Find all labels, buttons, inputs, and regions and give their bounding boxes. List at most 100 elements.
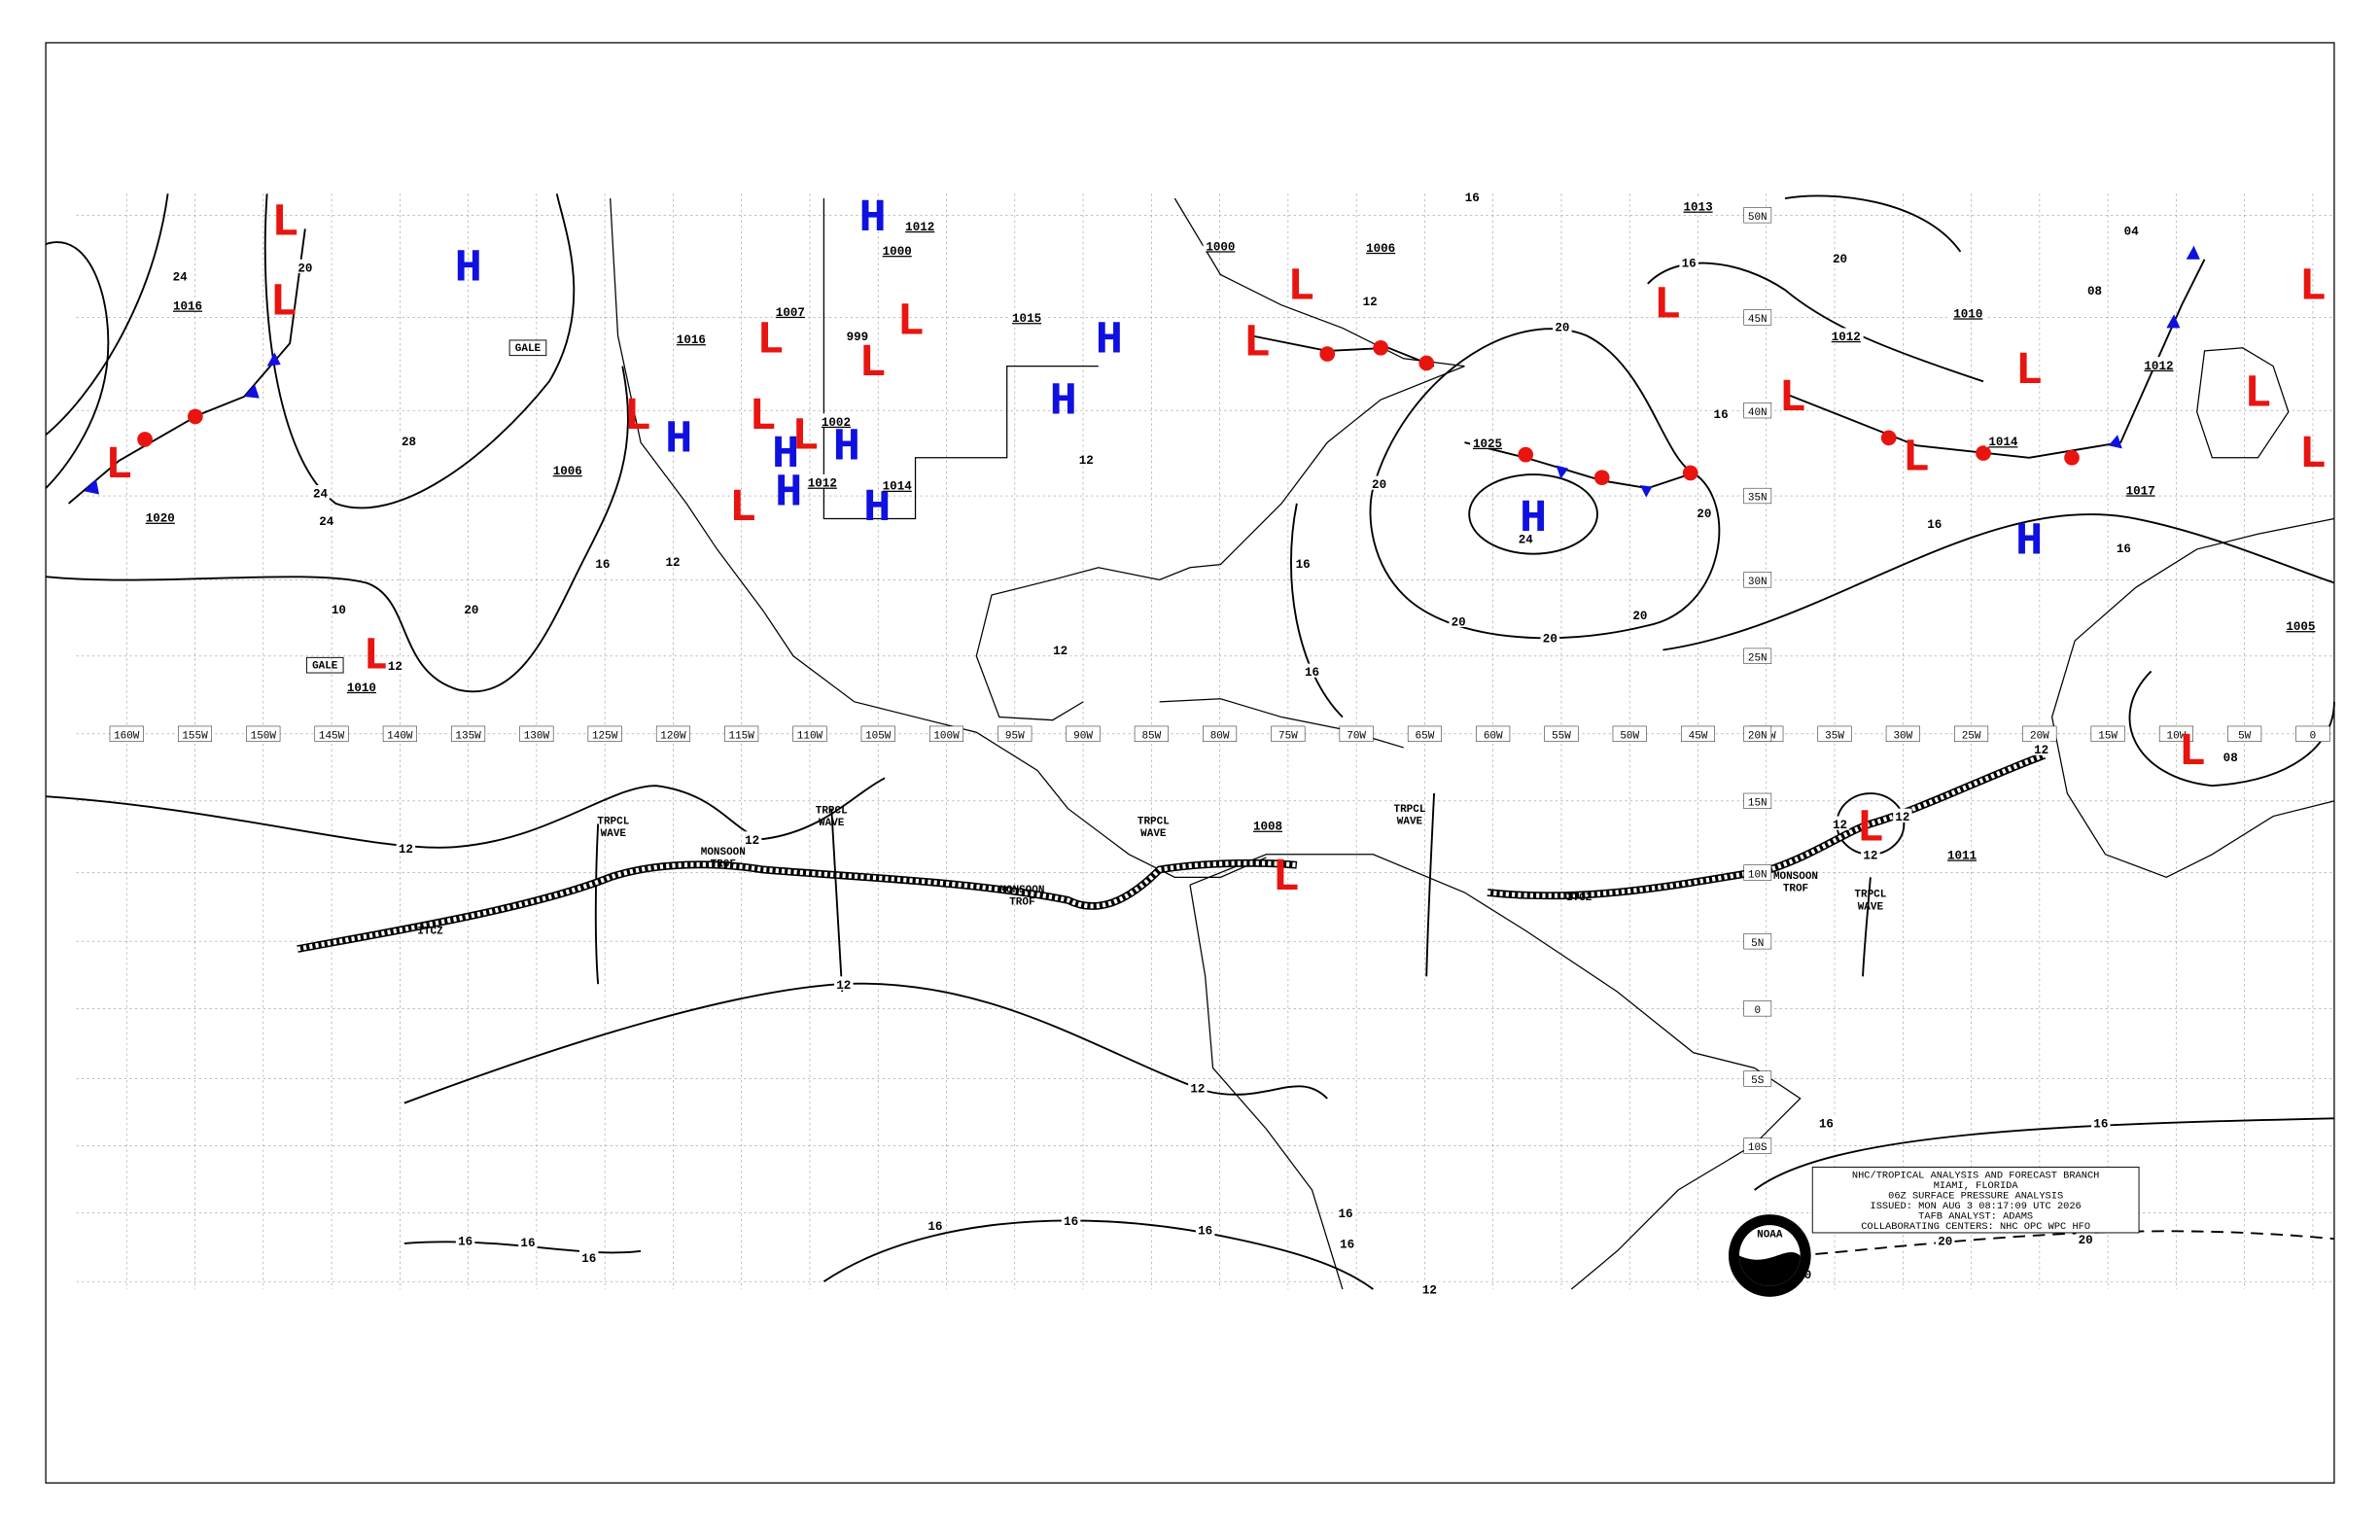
pressure-center: H <box>455 244 482 296</box>
lon-label-box <box>1339 725 1374 742</box>
pressure-center: H <box>2015 517 2043 569</box>
pressure-center: L <box>271 198 298 250</box>
isobar-label: 0 <box>1804 1269 1812 1282</box>
isobar-label-bg <box>1195 1221 1215 1237</box>
isobar-label: 16 <box>2093 1118 2108 1132</box>
feature-label: TROF <box>711 858 736 870</box>
isobar-label: 28 <box>402 436 416 449</box>
lon-label-box <box>1271 725 1306 742</box>
lon-label: 15W <box>2098 731 2118 743</box>
pressure-center: L <box>791 411 819 463</box>
isobar-label-bg <box>1188 1080 1208 1095</box>
pressure-center: H <box>775 468 802 519</box>
isobar-label-bg <box>549 462 585 476</box>
isobar-label: 12 <box>745 834 759 848</box>
isobar-label: 12 <box>2034 744 2048 757</box>
pressure-center: L <box>624 392 651 443</box>
lat-label-box <box>1743 725 1772 742</box>
isobar-label-bg <box>317 512 336 527</box>
lon-label: 20W <box>2030 731 2049 743</box>
isobar-label: 20 <box>1938 1236 1952 1249</box>
lon-label: 0 <box>2310 731 2317 743</box>
feature-label: TROF <box>1783 883 1808 894</box>
feature-label: MONSOON <box>701 847 746 858</box>
isobar-label: 16 <box>928 1220 942 1234</box>
isobar-label-bg <box>1830 816 1850 830</box>
pressure-center: H <box>772 430 799 481</box>
isobar-label-bg <box>1553 318 1572 333</box>
isobar-label-bg <box>1893 808 1912 822</box>
isobar-label: 16 <box>458 1236 472 1249</box>
pressure-center: L <box>2299 262 2327 314</box>
pressure-center: L <box>2179 727 2206 779</box>
isobar-label: 20 <box>1833 253 1847 266</box>
isobar-label: 16 <box>1819 1118 1834 1132</box>
isobar-label: 16 <box>581 1252 596 1266</box>
isobar-label: 16 <box>520 1237 535 1250</box>
isobar-label: 10 <box>332 604 346 617</box>
lon-label-box <box>1954 725 1989 742</box>
gale-box <box>305 656 344 674</box>
feature-label: GALE <box>515 343 542 355</box>
isobar-label-bg <box>1470 435 1505 449</box>
lat-label-box <box>1743 572 1772 588</box>
isobar-label: 999 <box>847 331 869 344</box>
isobar-label: 1010 <box>1953 307 1982 321</box>
pressure-center: L <box>756 316 784 368</box>
pressure-center: H <box>833 422 860 473</box>
feature-label: GALE <box>312 660 338 672</box>
lat-label: 25N <box>1748 652 1768 664</box>
pressure-center: L <box>2015 346 2043 398</box>
isobar-label: 1017 <box>2126 484 2155 498</box>
lon-label-box <box>519 725 554 742</box>
grid <box>76 193 2334 1290</box>
isobar-label-bg <box>804 474 840 489</box>
isobar-label: 1012 <box>1832 331 1861 344</box>
isobar-label: 20 <box>464 604 478 617</box>
lon-label: 130W <box>524 731 550 743</box>
pressure-center: L <box>1287 262 1314 314</box>
lon-label: 70W <box>1347 731 1366 743</box>
lon-label: 55W <box>1552 731 1571 743</box>
lon-label: 25W <box>1962 731 1981 743</box>
pressure-center: H <box>858 193 886 245</box>
isobar-label: 20 <box>1632 610 1647 623</box>
lat-label: 5N <box>1751 938 1764 950</box>
isobar-label-bg <box>1449 612 1468 627</box>
feature-label: WAVE <box>1140 828 1167 840</box>
isobar-label-bg <box>1630 607 1650 621</box>
isobar-label-bg <box>2141 357 2177 371</box>
isobar-label-bg <box>1363 239 1399 254</box>
isobar-label: 1011 <box>1947 849 1977 862</box>
info-line: MIAMI, FLORIDA <box>1934 1180 2019 1192</box>
isobar-label-bg <box>385 657 405 672</box>
lon-label: 125W <box>592 731 618 743</box>
isobar-label: 12 <box>388 660 402 674</box>
feature-label: WAVE <box>1858 901 1884 913</box>
feature-label: ITCZ <box>417 926 443 937</box>
lon-label-box <box>1203 725 1238 742</box>
isobar-label: 20 <box>1543 633 1558 647</box>
lat-label: 15N <box>1748 798 1768 810</box>
lon-label-box <box>1544 725 1579 742</box>
lon-label: 160W <box>114 731 140 743</box>
lat-label-box <box>1743 487 1772 505</box>
isobars <box>45 193 2335 1290</box>
isobar-label-bg <box>1076 451 1097 466</box>
pressure-center: L <box>270 277 298 329</box>
isobar-label-bg <box>1302 663 1322 678</box>
isobar-label: 1012 <box>808 477 837 491</box>
isobar-label-bg <box>1695 505 1714 519</box>
lon-label: 60W <box>1484 731 1503 743</box>
isobar-label-bg <box>1925 515 1944 530</box>
pressure-center: L <box>363 631 390 682</box>
lon-label-box <box>109 725 144 742</box>
feature-label: TRPCL <box>1394 804 1426 816</box>
isobar-label: 16 <box>1064 1215 1078 1229</box>
isobar-label-bg <box>170 268 190 283</box>
isobar-label: 1006 <box>553 465 582 478</box>
isobar-label-bg <box>1203 237 1239 252</box>
isobar-label: 12 <box>1833 819 1847 832</box>
pressure-center: L <box>729 483 756 535</box>
isobar-label-bg <box>593 555 612 570</box>
